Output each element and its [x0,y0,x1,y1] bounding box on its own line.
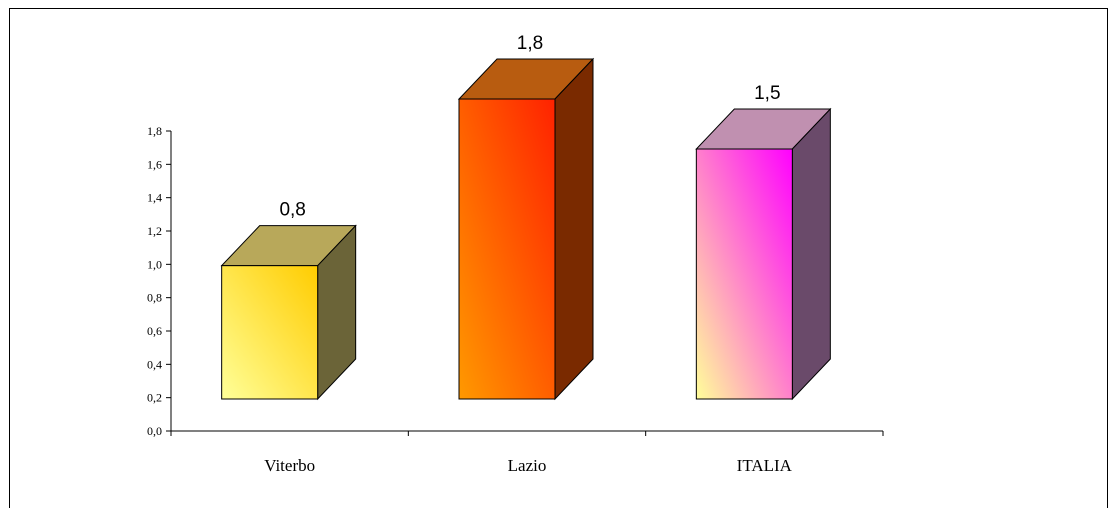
data-label-italia: 1,5 [754,83,780,104]
axes: 0,0 0,2 0,4 0,6 0,8 1,0 1,2 1,4 1,6 1,8 [147,124,884,438]
bar-side-face [791,107,831,401]
bar-side-face [554,57,594,401]
y-tick-label: 0,6 [147,324,162,338]
bar-front-face [695,148,793,400]
bars [220,57,832,401]
category-label-lazio: Lazio [508,456,547,475]
bar-viterbo [220,224,357,401]
data-label-viterbo: 0,8 [279,200,305,221]
category-label-italia: ITALIA [737,456,793,475]
y-tick-label: 1,4 [147,191,162,205]
y-tick-label: 0,4 [147,357,162,371]
y-tick-label: 0,2 [147,391,162,405]
y-tick-label: 1,0 [147,257,162,271]
y-tick-label: 1,2 [147,224,162,238]
y-tick-label: 1,6 [147,157,162,171]
y-tick-label: 0,8 [147,291,162,305]
labels: 0,8 Viterbo 1,8 Lazio 1,5 ITALIA [264,33,792,475]
category-label-viterbo: Viterbo [264,456,315,475]
bar-front-face [221,265,319,400]
y-tick-label: 0,0 [147,424,162,438]
bar-lazio [457,57,595,401]
bar-front-face [458,98,556,400]
data-label-lazio: 1,8 [517,33,543,54]
y-tick-label: 1,8 [147,124,162,138]
bar-italia [695,107,832,401]
